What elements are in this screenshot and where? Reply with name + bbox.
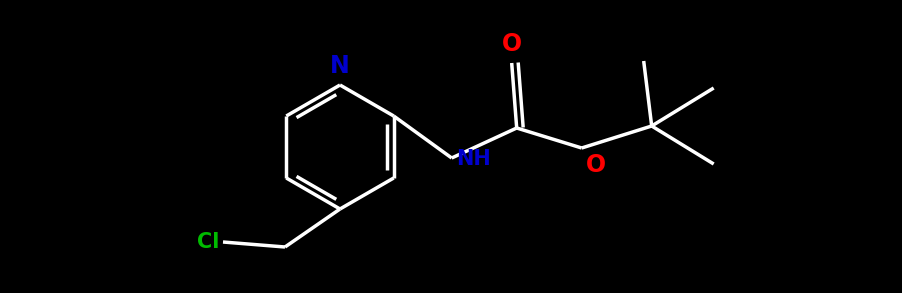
- Text: Cl: Cl: [197, 232, 219, 252]
- Text: N: N: [330, 54, 350, 78]
- Text: NH: NH: [456, 149, 491, 169]
- Text: O: O: [502, 32, 521, 56]
- Text: O: O: [585, 153, 606, 177]
